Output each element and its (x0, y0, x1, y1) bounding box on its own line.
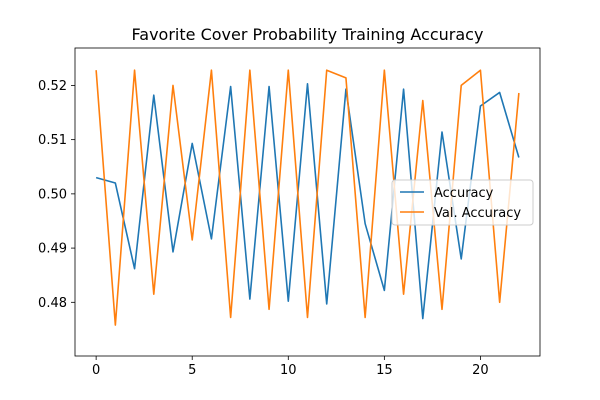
plot-area (74, 47, 541, 357)
y-tick-label: 0.52 (38, 79, 67, 94)
legend-label: Accuracy (434, 186, 494, 201)
x-axis: 0 5 10 15 20 (92, 356, 489, 378)
x-tick-label: 10 (280, 363, 297, 378)
plot-frame (74, 47, 541, 357)
x-tick-label: 20 (472, 363, 489, 378)
y-axis: 0.48 0.49 0.50 0.51 0.52 (38, 79, 75, 311)
series-line-val-accuracy (95, 69, 520, 326)
legend: Accuracy Val. Accuracy (391, 179, 534, 226)
legend-label: Val. Accuracy (434, 206, 521, 221)
y-tick-label: 0.48 (38, 296, 67, 311)
series-line-accuracy (95, 82, 520, 320)
chart-title: Favorite Cover Probability Training Accu… (132, 25, 484, 44)
legend-box (391, 179, 534, 226)
y-tick-label: 0.50 (38, 187, 67, 202)
y-tick-label: 0.51 (38, 133, 67, 148)
series-layer (95, 69, 520, 326)
y-tick-label: 0.49 (38, 242, 67, 257)
x-tick-label: 0 (92, 363, 100, 378)
x-tick-label: 5 (188, 363, 196, 378)
x-tick-label: 15 (376, 363, 393, 378)
